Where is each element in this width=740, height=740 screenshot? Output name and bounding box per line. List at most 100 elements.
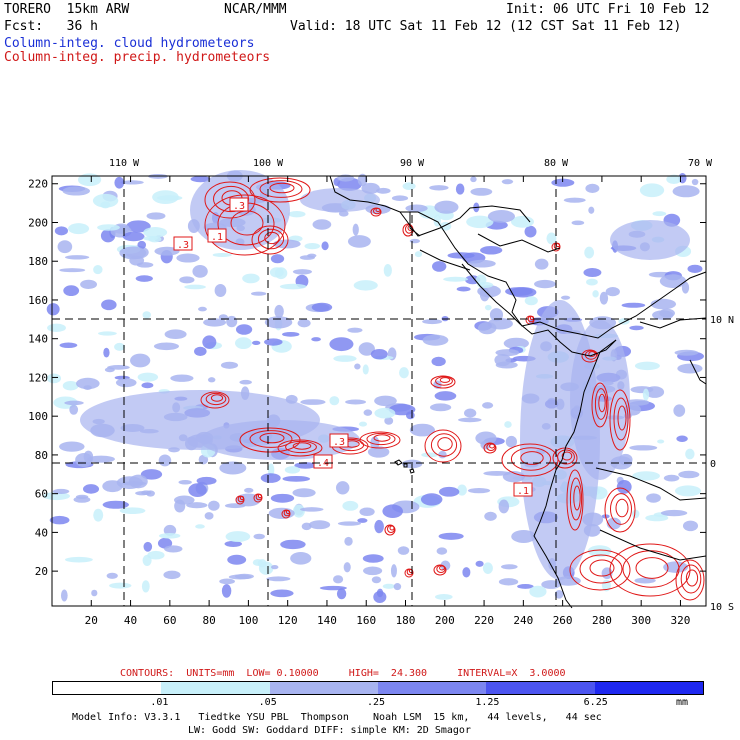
cloud-patch bbox=[482, 562, 493, 574]
cloud-patch bbox=[563, 197, 586, 203]
cloud-patch bbox=[207, 377, 216, 383]
cloud-patch bbox=[357, 518, 368, 523]
cloud-patch bbox=[586, 278, 598, 286]
contour-label-box bbox=[173, 236, 193, 251]
cloud-patch bbox=[362, 554, 384, 563]
precip-contours: .3 .1 .3 .3 .4 .1 bbox=[173, 177, 705, 601]
cloud-patch bbox=[477, 285, 501, 298]
cloud-patch bbox=[198, 454, 209, 465]
cloud-patch bbox=[114, 342, 125, 351]
cloud-patch bbox=[510, 215, 534, 228]
cloud-patch bbox=[294, 462, 317, 469]
cloud-patch bbox=[174, 499, 186, 513]
precip-contour bbox=[573, 485, 581, 511]
y-tick-label: 80 bbox=[35, 449, 48, 462]
legend-swatch bbox=[486, 682, 595, 694]
cloud-patch bbox=[219, 578, 235, 585]
y-tick-label: 120 bbox=[28, 371, 48, 384]
cloud-patch bbox=[478, 321, 497, 335]
cloud-patch bbox=[676, 435, 688, 442]
lon-label: 90 W bbox=[400, 158, 425, 169]
map-frame bbox=[51, 175, 707, 607]
cloud-patch bbox=[221, 584, 232, 598]
cloud-patch bbox=[264, 338, 283, 346]
contour-label: .3 bbox=[177, 240, 189, 251]
cloud-patch bbox=[397, 546, 410, 555]
cloud-patch bbox=[438, 532, 464, 540]
lat-label: 10 N bbox=[710, 315, 734, 326]
cloud-patch bbox=[632, 471, 660, 481]
cloud-patch bbox=[179, 276, 195, 284]
cloud-band bbox=[570, 320, 630, 480]
x-tick-label: 120 bbox=[278, 614, 298, 627]
cloud-patch bbox=[585, 183, 600, 194]
precip-contour bbox=[613, 397, 629, 441]
cloud-patch bbox=[674, 485, 702, 497]
cloud-patch bbox=[342, 500, 359, 511]
cloud-patch bbox=[551, 178, 575, 187]
cloud-patch bbox=[329, 396, 340, 406]
y-tick-label: 60 bbox=[35, 488, 48, 501]
precip-contour bbox=[439, 565, 445, 571]
contour-label: .1 bbox=[211, 232, 223, 243]
cloud-patch bbox=[456, 286, 471, 292]
x-tick-label: 260 bbox=[553, 614, 573, 627]
cloud-patch bbox=[606, 517, 622, 530]
cloud-patch bbox=[584, 246, 595, 259]
cloud-patch bbox=[358, 342, 375, 356]
precip-contour bbox=[483, 442, 497, 454]
cloud-patch bbox=[64, 400, 84, 406]
cloud-patch bbox=[399, 367, 409, 379]
cloud-patch bbox=[388, 403, 416, 416]
cloud-patch bbox=[687, 264, 703, 273]
cloud-patch bbox=[652, 211, 667, 217]
cloud-patch bbox=[371, 576, 382, 584]
cloud-patch bbox=[458, 417, 482, 423]
precip-contour bbox=[433, 564, 447, 576]
cloud-patch bbox=[645, 514, 669, 522]
cloud-patch bbox=[308, 520, 331, 530]
legend-swatch bbox=[377, 682, 487, 694]
precip-contour bbox=[408, 568, 414, 574]
cloud-patch bbox=[336, 588, 347, 600]
cloud-patch bbox=[270, 589, 294, 598]
cloud-patch bbox=[109, 582, 132, 589]
cloud-patch bbox=[422, 319, 443, 325]
precip-contour bbox=[594, 388, 608, 420]
legend-swatch bbox=[53, 682, 162, 694]
cloud-patch bbox=[141, 580, 150, 593]
cloud-patch bbox=[616, 480, 632, 494]
map-axes: 220 200 180 160 140 120 100 80 60 40 20 20 40 60 80 100… bbox=[28, 176, 706, 627]
cloud-patch bbox=[64, 556, 93, 563]
x-tick-label: 220 bbox=[474, 614, 494, 627]
cloud-patch bbox=[83, 385, 92, 390]
cloud-patch bbox=[587, 545, 612, 557]
cloud-patch bbox=[228, 574, 252, 580]
cloud-patch bbox=[143, 541, 153, 552]
cloud-patch bbox=[489, 308, 504, 322]
cloud-patch bbox=[292, 488, 316, 498]
cloud-patch bbox=[321, 241, 329, 251]
cloud-patch bbox=[505, 435, 517, 448]
precip-contour bbox=[529, 315, 535, 321]
cloud-patch bbox=[500, 564, 518, 570]
precip-contour bbox=[373, 434, 391, 442]
cloud-patch bbox=[363, 566, 383, 576]
cloud-patch bbox=[691, 178, 699, 186]
cloud-patch bbox=[484, 304, 492, 311]
cloud-patch bbox=[130, 353, 151, 368]
precip-contour bbox=[675, 559, 705, 601]
cloud-patch bbox=[176, 253, 200, 263]
cloud-patch bbox=[443, 276, 469, 282]
cloud-patch bbox=[142, 311, 151, 319]
cloud-patch bbox=[629, 445, 658, 451]
cloud-patch bbox=[280, 539, 306, 550]
cloud-patch bbox=[239, 379, 252, 385]
cloud-patch bbox=[227, 554, 247, 565]
cloud-patch bbox=[432, 261, 447, 272]
y-tick-label: 200 bbox=[28, 216, 48, 229]
cloud-patch bbox=[284, 466, 301, 474]
x-tick-label: 60 bbox=[163, 614, 176, 627]
cloud-patch bbox=[119, 507, 146, 515]
